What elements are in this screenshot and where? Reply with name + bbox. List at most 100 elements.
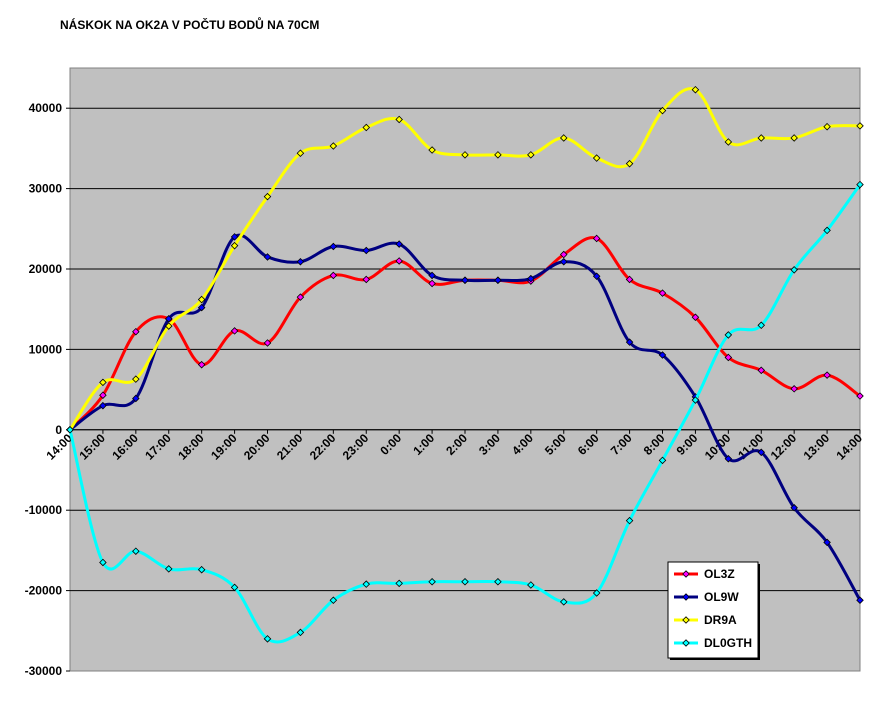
legend-marker xyxy=(682,616,690,624)
data-point-dr9a xyxy=(132,375,140,383)
data-point-ol9w xyxy=(428,271,436,280)
y-tick-label: 30000 xyxy=(29,182,63,196)
legend-label: DR9A xyxy=(704,613,737,627)
data-point-ol9w xyxy=(856,596,864,605)
data-point-dl0gth xyxy=(724,331,733,339)
data-point-dl0gth xyxy=(592,589,601,597)
data-point-ol9w xyxy=(823,538,831,547)
y-tick-label: 40000 xyxy=(29,101,63,115)
data-point-dr9a xyxy=(527,151,535,159)
data-point-dl0gth xyxy=(362,580,371,588)
legend-entry-ol3z: OL3Z xyxy=(674,567,735,581)
data-point-ol3z xyxy=(395,257,403,265)
legend-label: OL9W xyxy=(704,590,739,604)
data-point-dr9a xyxy=(329,142,338,150)
data-point-ol3z xyxy=(592,234,601,243)
data-point-dl0gth xyxy=(527,581,535,589)
data-point-ol3z xyxy=(658,289,667,297)
data-point-dl0gth xyxy=(197,565,206,574)
data-point-dr9a xyxy=(395,115,403,124)
data-point-ol3z xyxy=(99,391,107,399)
data-point-ol9w xyxy=(99,401,107,410)
data-point-ol9w xyxy=(132,394,140,403)
data-point-dl0gth xyxy=(395,579,403,588)
legend-entry-dr9a: DR9A xyxy=(674,613,737,627)
data-point-dr9a xyxy=(790,134,798,142)
data-point-dl0gth xyxy=(856,180,864,189)
data-point-dl0gth xyxy=(658,456,667,465)
data-point-ol9w xyxy=(494,276,502,285)
data-point-ol3z xyxy=(132,327,140,336)
data-point-dr9a xyxy=(625,159,634,168)
data-point-dl0gth xyxy=(296,628,305,637)
data-point-dr9a xyxy=(164,322,173,330)
data-point-ol9w xyxy=(362,246,371,255)
series-ol9w xyxy=(66,233,864,605)
data-point-ol9w xyxy=(461,276,469,285)
data-point-dr9a xyxy=(494,151,502,159)
series-dl0gth xyxy=(66,180,864,644)
data-point-dr9a xyxy=(461,151,469,159)
data-point-dl0gth xyxy=(164,565,173,573)
data-point-dr9a xyxy=(362,123,371,132)
data-point-ol9w xyxy=(658,351,667,359)
data-point-dl0gth xyxy=(230,583,239,592)
data-point-ol3z xyxy=(230,327,239,335)
data-point-dr9a xyxy=(296,149,305,157)
data-point-ol9w xyxy=(296,257,305,266)
data-point-dr9a xyxy=(724,138,733,146)
data-point-dl0gth xyxy=(132,547,140,555)
data-point-ol3z xyxy=(197,360,206,369)
data-point-ol9w xyxy=(790,504,798,512)
data-point-ol3z xyxy=(625,275,634,284)
data-point-dl0gth xyxy=(559,598,568,606)
y-tick-label: -10000 xyxy=(25,503,63,517)
data-point-dr9a xyxy=(757,134,766,142)
data-point-dr9a xyxy=(658,106,667,115)
data-point-dl0gth xyxy=(823,226,831,235)
legend-entry-ol9w: OL9W xyxy=(674,590,739,604)
data-point-ol9w xyxy=(164,315,173,323)
data-point-ol9w xyxy=(230,233,239,241)
data-point-dr9a xyxy=(230,241,239,250)
data-point-dl0gth xyxy=(428,577,436,586)
data-point-dr9a xyxy=(428,146,436,154)
data-point-dr9a xyxy=(197,295,206,304)
data-point-dr9a xyxy=(99,378,107,387)
data-point-dr9a xyxy=(592,154,601,162)
data-point-ol9w xyxy=(395,240,403,248)
y-tick-label: -20000 xyxy=(25,584,63,598)
data-point-ol9w xyxy=(329,242,338,251)
data-point-ol9w xyxy=(724,454,733,463)
data-point-dr9a xyxy=(263,192,272,201)
data-point-dl0gth xyxy=(790,266,798,274)
data-point-dl0gth xyxy=(691,396,700,404)
data-point-dl0gth xyxy=(757,321,766,330)
data-point-dl0gth xyxy=(494,577,502,586)
legend-marker xyxy=(682,593,690,601)
y-axis: -30000 -20000 -10000 0 10000 20000 30000 40000 xyxy=(25,101,70,678)
data-point-ol3z xyxy=(823,371,831,379)
data-point-ol3z xyxy=(428,279,436,288)
data-point-dl0gth xyxy=(99,558,107,567)
data-point-ol9w xyxy=(263,253,272,261)
legend-marker xyxy=(682,639,690,647)
data-point-dl0gth xyxy=(66,426,74,434)
data-point-ol9w xyxy=(592,272,601,281)
data-point-ol3z xyxy=(263,339,272,347)
data-point-ol3z xyxy=(691,313,700,322)
data-point-ol3z xyxy=(296,293,305,301)
legend-label: DL0GTH xyxy=(704,636,752,650)
data-point-dl0gth xyxy=(461,577,469,586)
data-point-dl0gth xyxy=(263,635,272,643)
data-point-ol9w xyxy=(625,338,634,346)
data-point-ol3z xyxy=(559,250,568,259)
y-tick-label: 20000 xyxy=(29,262,63,276)
legend-marker xyxy=(682,570,690,578)
data-point-ol9w xyxy=(197,303,206,312)
data-point-ol3z xyxy=(329,271,338,280)
data-point-dr9a xyxy=(823,122,831,131)
data-point-dr9a xyxy=(559,134,568,142)
data-point-ol9w xyxy=(757,448,766,457)
